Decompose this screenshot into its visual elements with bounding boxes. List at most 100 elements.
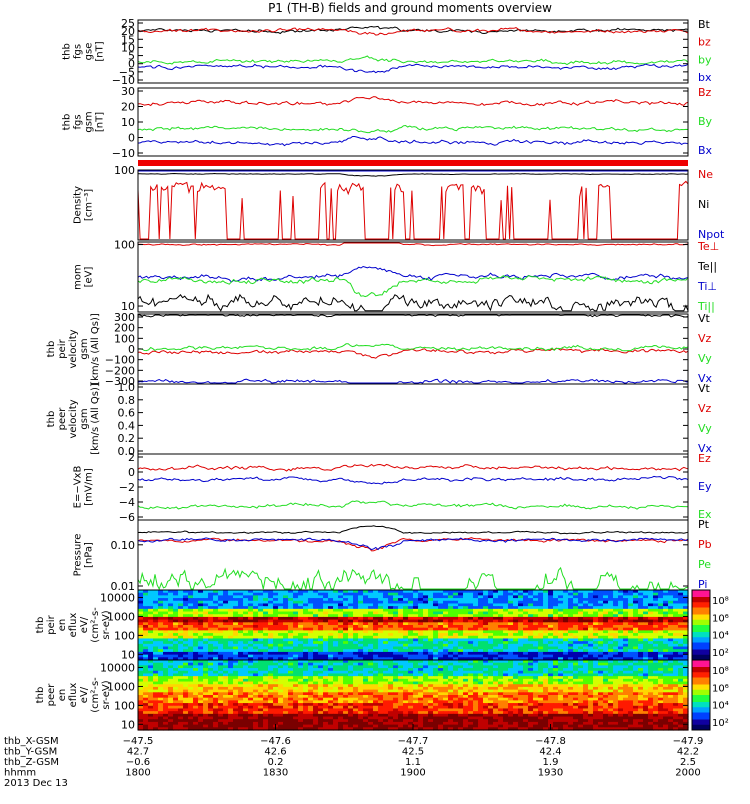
ytick-label: 30	[121, 85, 135, 98]
ylabel-line: fgs	[73, 114, 84, 129]
ylabel-line: sr-eV)	[101, 610, 112, 639]
ytick-label: 0.2	[118, 432, 136, 445]
legend-Vt: Vt	[698, 382, 711, 395]
series-line-Ti⊥	[138, 267, 688, 283]
ylabel-line: [cm⁻³]	[84, 189, 95, 221]
ylabel-line: gsm	[79, 338, 90, 359]
colorbar-tick-label: 10⁶	[712, 613, 729, 624]
colorbar-tick-label: 10⁸	[712, 596, 729, 607]
ylabel-line: peir	[46, 614, 57, 634]
series-line-Pb	[138, 538, 688, 551]
series-line-Vx	[138, 379, 688, 383]
legend-Pe: Pe	[698, 558, 711, 571]
legend-Vz: Vz	[698, 402, 712, 415]
series-line-Vz	[138, 348, 688, 358]
ylabel-line: velocity	[68, 399, 79, 438]
ylabel-line: en	[57, 619, 68, 632]
ylabel-line: [nPa]	[84, 542, 95, 568]
series-line-Te||	[138, 295, 688, 311]
series-line-Ex	[138, 501, 688, 509]
ytick-label: 100	[114, 239, 135, 252]
separator-bar	[138, 160, 688, 166]
ylabel-line: [km/s (All Qs)]	[90, 383, 101, 455]
series-line-Ne	[138, 181, 688, 239]
series-line-bx	[138, 64, 688, 73]
ytick-label: 0.6	[118, 407, 136, 420]
ylabel-line: [km/s (All Qs)]	[90, 313, 101, 385]
legend-Te||: Te||	[697, 260, 717, 273]
ylabel-line: eflux	[68, 613, 79, 638]
ytick-label: −6	[119, 511, 135, 524]
ytick-label: 2	[128, 451, 135, 464]
panel-peir-velocity	[138, 314, 688, 384]
ylabel-line: Density	[73, 186, 84, 224]
ylabel-line: (cm²-s-	[90, 607, 101, 643]
ylabel-line: gsm	[84, 111, 95, 132]
series-line-Ey	[138, 476, 688, 484]
ylabel-line: Pressure	[73, 534, 84, 577]
series-line-Te⊥	[138, 243, 688, 246]
panel-efield	[138, 454, 688, 520]
ytick-label: 0	[128, 466, 135, 479]
ylabel-line: velocity	[68, 329, 79, 368]
legend-Te⊥: Te⊥	[697, 240, 719, 253]
legend-Ez: Ez	[698, 452, 711, 465]
ylabel-line: thb	[62, 114, 73, 131]
ylabel-line: E=−VxB	[73, 466, 84, 509]
panel-temperature	[138, 242, 688, 312]
ytick-label: 10000	[100, 592, 135, 605]
legend-By: By	[698, 115, 713, 128]
panel-fgs-gse	[138, 20, 688, 83]
series-line-Pt	[138, 526, 688, 534]
ytick-label: 10	[121, 116, 135, 129]
legend-Ti⊥: Ti⊥	[697, 280, 717, 293]
legend-Vz: Vz	[698, 332, 712, 345]
legend-Pb: Pb	[698, 538, 712, 551]
colorbar-tick-label: 10²	[712, 648, 729, 659]
ylabel-line: fgs	[73, 44, 84, 59]
legend-Bx: Bx	[698, 144, 713, 157]
series-line-bz	[138, 28, 688, 35]
series-line-Bz	[138, 97, 688, 106]
ylabel-line: eV/	[79, 616, 90, 633]
panel-peer-spec	[138, 660, 710, 731]
ytick-label: −10	[112, 147, 135, 160]
panel-frame	[138, 454, 688, 520]
legend-bz: bz	[698, 36, 711, 49]
ytick-label: 10	[121, 648, 135, 661]
legend-Ni: Ni	[698, 198, 709, 211]
series-line-Ni	[138, 174, 688, 177]
panel-pressure	[138, 520, 688, 590]
ylabel-line: peer	[57, 407, 68, 431]
ytick-label: −2	[119, 481, 135, 494]
panel-frame	[138, 88, 688, 156]
series-line-Bx	[138, 137, 688, 146]
legend-Vy: Vy	[698, 422, 712, 435]
legend-Pt: Pt	[698, 518, 710, 531]
ytick-label: 0.10	[111, 539, 136, 552]
series-line-By	[138, 126, 688, 133]
panel-frame	[138, 384, 688, 454]
ylabel-line: peir	[57, 338, 68, 358]
ytick-label: 1.0	[118, 381, 136, 394]
panel-density	[138, 170, 688, 240]
ylabel-line: thb	[62, 43, 73, 60]
ytick-label: 0.4	[118, 419, 136, 432]
ylabel-line: gse	[84, 43, 95, 61]
ylabel-line: [nT]	[95, 112, 106, 132]
series-line-by	[138, 56, 688, 65]
chart-title: P1 (TH-B) fields and ground moments over…	[268, 1, 552, 15]
ytick-label: 0	[128, 132, 135, 145]
ylabel-line: [eV]	[84, 267, 95, 288]
ytick-label: 0.8	[118, 394, 136, 407]
panel-peir-spec	[138, 590, 710, 661]
legend-Bz: Bz	[698, 86, 712, 99]
legend-Vy: Vy	[698, 352, 712, 365]
ytick-label: 20	[121, 101, 135, 114]
colorbar-tick-label: 10⁴	[712, 631, 729, 642]
ylabel-line: [mV/m]	[84, 468, 95, 506]
ytick-label: 100	[114, 629, 135, 642]
ytick-label: −4	[119, 496, 135, 509]
